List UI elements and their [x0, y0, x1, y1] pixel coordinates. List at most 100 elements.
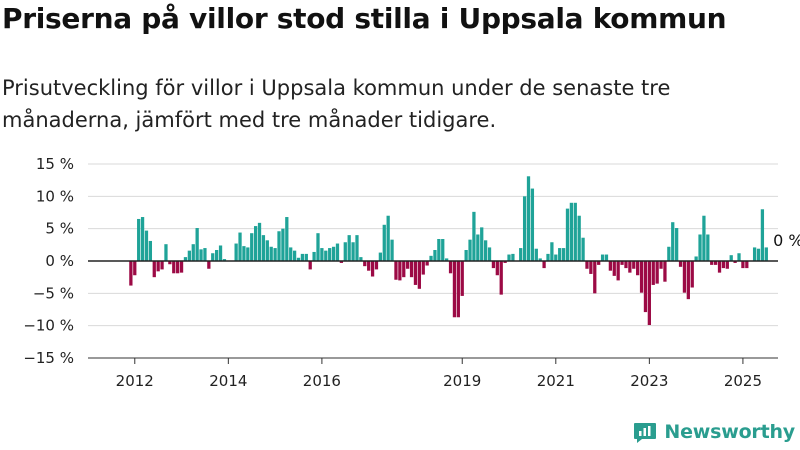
bar: [678, 261, 683, 267]
bar: [764, 247, 768, 261]
bar: [378, 252, 383, 261]
bar: [756, 248, 761, 261]
bar: [530, 188, 535, 261]
bar: [390, 239, 394, 261]
y-tick-label: 5 %: [45, 220, 74, 238]
bar: [710, 261, 714, 265]
bar: [148, 240, 153, 261]
bar: [636, 261, 640, 276]
bar: [522, 196, 527, 261]
bar: [468, 239, 472, 261]
x-tick-label: 2019: [443, 372, 481, 390]
brand-name: Newsworthy: [664, 421, 795, 443]
bar: [472, 211, 476, 261]
bar: [671, 222, 675, 261]
bar: [460, 261, 464, 296]
bar: [721, 261, 726, 269]
bar: [374, 261, 379, 270]
bar: [269, 246, 273, 261]
bar: [577, 215, 581, 261]
bar: [565, 208, 570, 261]
bar: [480, 227, 484, 261]
bar: [156, 261, 160, 272]
bar: [491, 261, 496, 269]
bar: [546, 253, 550, 261]
bar: [589, 261, 593, 274]
bar: [593, 261, 597, 294]
bar: [382, 224, 386, 261]
newsworthy-logo-icon: [634, 423, 657, 443]
bar: [199, 249, 203, 261]
bar: [741, 261, 745, 269]
bar: [406, 261, 410, 269]
bar: [437, 239, 441, 261]
bar: [277, 231, 281, 261]
bar: [733, 261, 737, 263]
bar: [129, 261, 133, 286]
bar: [706, 234, 710, 261]
bar: [639, 261, 644, 293]
bar: [144, 230, 149, 261]
bar: [452, 261, 457, 318]
bar: [394, 261, 398, 280]
axes: [88, 260, 778, 364]
bar: [413, 261, 418, 285]
bar: [246, 247, 250, 261]
bar: [168, 261, 172, 265]
bar: [261, 235, 266, 261]
bar: [250, 233, 254, 261]
bar: [215, 250, 219, 261]
bar: [429, 255, 433, 261]
bar: [183, 257, 188, 261]
bar: [737, 253, 741, 261]
bar: [328, 248, 332, 261]
bar: [257, 222, 262, 261]
x-axis-tick-labels: 2012 2014 2016 2019 2021 2023 2025: [116, 372, 762, 390]
bar: [296, 257, 301, 261]
bar: [176, 261, 180, 274]
brand-logo: Newsworthy: [633, 420, 795, 444]
bar: [179, 261, 184, 273]
bar: [409, 261, 414, 278]
bar: [285, 217, 289, 261]
bar: [647, 261, 651, 326]
bar: [367, 261, 371, 271]
bar: [324, 250, 328, 261]
bar: [690, 261, 694, 288]
x-tick-label: 2012: [116, 372, 154, 390]
bar: [503, 261, 507, 263]
chart-subtitle: Prisutveckling för villor i Uppsala komm…: [2, 76, 671, 132]
bar: [417, 261, 421, 289]
x-tick-label: 2014: [209, 372, 247, 390]
bar: [729, 255, 733, 261]
bar: [273, 248, 277, 261]
bar: [300, 253, 305, 261]
bar: [624, 261, 628, 269]
y-tick-label: 0 %: [45, 252, 74, 270]
bar: [441, 239, 445, 261]
bar: [445, 258, 449, 261]
bar: [253, 226, 258, 261]
bar: [483, 240, 488, 261]
y-tick-label: −5 %: [33, 284, 74, 302]
bar: [702, 215, 706, 261]
bar: [519, 248, 523, 261]
bar: [495, 261, 499, 276]
bar: [561, 248, 566, 261]
bar: [359, 257, 363, 261]
bar: [585, 261, 589, 269]
bar: [207, 261, 211, 269]
bar: [425, 261, 429, 266]
bar: [612, 261, 616, 276]
bar: [581, 237, 585, 261]
bar: [343, 242, 347, 261]
bar: [137, 218, 141, 261]
y-tick-label: −15 %: [23, 349, 74, 367]
x-tick-label: 2016: [303, 372, 341, 390]
bar: [682, 261, 687, 293]
bar: [308, 261, 312, 270]
bar: [643, 261, 648, 313]
bar: [554, 254, 558, 261]
bar: [608, 261, 613, 271]
bar: [339, 261, 344, 263]
